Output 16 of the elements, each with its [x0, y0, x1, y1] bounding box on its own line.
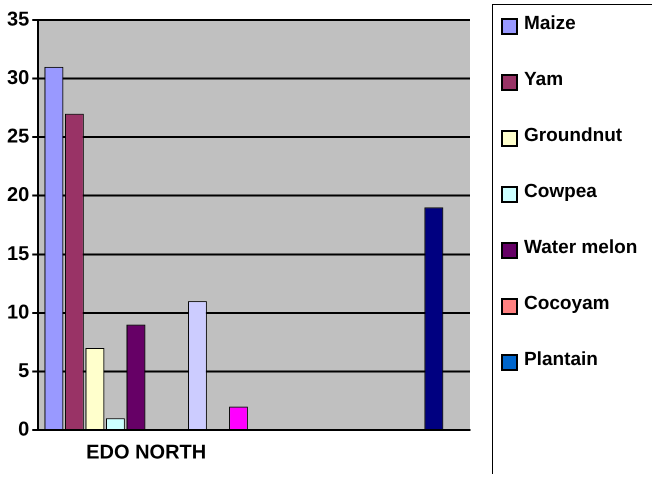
y-tick-label: 10	[6, 301, 30, 324]
y-tick-label: 35	[6, 8, 30, 31]
y-tick-label: 0	[18, 418, 30, 441]
y-tick-label: 20	[6, 184, 30, 206]
y-tick-label: 15	[6, 242, 30, 265]
legend-label: Groundnut	[524, 125, 622, 147]
legend-label: Water melon	[524, 237, 638, 259]
legend-label: Cocoyam	[524, 293, 610, 315]
y-tick-label: 25	[6, 126, 30, 148]
legend-label: Yam	[524, 69, 564, 91]
y-tick-label: 5	[18, 360, 30, 382]
legend-label: Maize	[524, 13, 576, 35]
legend-label: Plantain	[524, 349, 598, 371]
legend-label: Cowpea	[524, 181, 597, 203]
y-tick-label: 30	[6, 67, 30, 90]
x-tick-label: EDO NORTH	[86, 442, 206, 464]
